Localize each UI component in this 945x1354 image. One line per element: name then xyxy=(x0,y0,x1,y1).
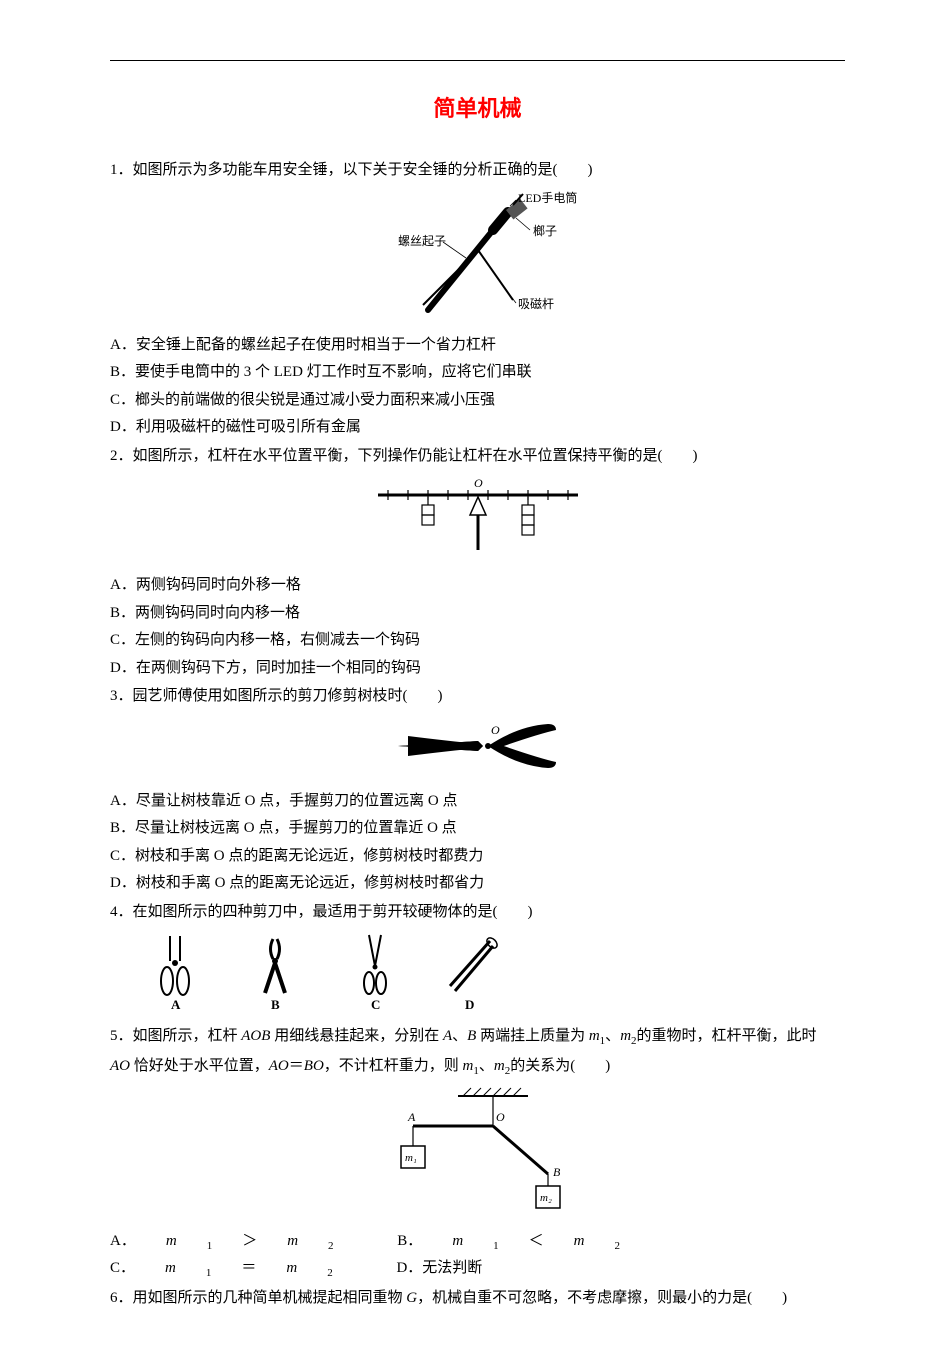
q3-stem: 3．园艺师傅使用如图所示的剪刀修剪树枝时( ) xyxy=(110,684,845,710)
q4-stem: 4．在如图所示的四种剪刀中，最适用于剪开较硬物体的是( ) xyxy=(110,900,845,926)
q2-optC: C．左侧的钩码向内移一格，右侧减去一个钩码 xyxy=(110,628,845,654)
q4-label-B: B xyxy=(271,997,280,1011)
q3-optD: D．树枝和手离 O 点的距离无论远近，修剪树枝时都省力 xyxy=(110,871,845,897)
q1-optC: C．榔头的前端做的很尖锐是通过减小受力面积来减小压强 xyxy=(110,388,845,414)
q5-fig-B: B xyxy=(553,1165,561,1179)
q1-optB: B．要使手电筒中的 3 个 LED 灯工作时互不影响，应将它们串联 xyxy=(110,360,845,386)
q5-optA: A．m1＞m2 xyxy=(110,1229,364,1256)
q5-optB: B．m1＜m2 xyxy=(397,1229,650,1256)
q3-figure: O xyxy=(110,716,845,781)
q3-optB: B．尽量让树枝远离 O 点，手握剪刀的位置靠近 O 点 xyxy=(110,816,845,842)
q1-optD: D．利用吸磁杆的磁性可吸引所有金属 xyxy=(110,415,845,441)
q2-optD: D．在两侧钩码下方，同时加挂一个相同的钩码 xyxy=(110,656,845,682)
q1-label-hammer: 榔子 xyxy=(533,224,557,238)
q5-stem-line2: AO 恰好处于水平位置，AO＝BO，不计杠杆重力，则 m1、m2的关系为( ) xyxy=(110,1054,845,1081)
q6-stem: 6．用如图所示的几种简单机械提起相同重物 G，机械自重不可忽略，不考虑摩擦，则最… xyxy=(110,1286,845,1312)
q3-optA: A．尽量让树枝靠近 O 点，手握剪刀的位置远离 O 点 xyxy=(110,789,845,815)
q4-label-D: D xyxy=(465,997,474,1011)
q1-label-magnet: 吸磁杆 xyxy=(518,296,554,311)
doc-title: 简单机械 xyxy=(110,91,845,123)
q1-figure: LED手电筒 螺丝起子 榔子 吸磁杆 xyxy=(110,190,845,325)
q2-stem: 2．如图所示，杠杆在水平位置平衡，下列操作仍能让杠杆在水平位置保持平衡的是( ) xyxy=(110,444,845,470)
q4-label-A: A xyxy=(171,997,181,1011)
q5-options: A．m1＞m2 B．m1＜m2 C．m1＝m2 D．无法判断 xyxy=(110,1229,845,1282)
q1-label-led: LED手电筒 xyxy=(518,190,577,205)
q5-fig-O: O xyxy=(496,1110,505,1124)
q2-label-O: O xyxy=(474,476,483,490)
q2-optA: A．两侧钩码同时向外移一格 xyxy=(110,573,845,599)
q5-stem-line1: 5．如图所示，杠杆 AOB 用细线悬挂起来，分别在 A、B 两端挂上质量为 m1… xyxy=(110,1024,845,1051)
q2-optB: B．两侧钩码同时向内移一格 xyxy=(110,601,845,627)
q5-optD: D．无法判断 xyxy=(396,1256,482,1282)
q1-optA: A．安全锤上配备的螺丝起子在使用时相当于一个省力杠杆 xyxy=(110,333,845,359)
q1-label-screw: 螺丝起子 xyxy=(398,234,446,248)
q4-label-C: C xyxy=(371,997,380,1011)
q3-optC: C．树枝和手离 O 点的距离无论远近，修剪树枝时都费力 xyxy=(110,844,845,870)
q5-figure: A O B m₁ m₂ xyxy=(110,1086,845,1221)
top-rule xyxy=(110,60,845,61)
page: 简单机械 1．如图所示为多功能车用安全锤，以下关于安全锤的分析正确的是( ) L… xyxy=(0,0,945,1354)
q5-fig-m1: m₁ xyxy=(405,1152,417,1164)
q3-label-O: O xyxy=(491,723,500,737)
q5-fig-m2: m₂ xyxy=(540,1192,552,1204)
q4-figure-row: A B C xyxy=(110,931,845,1016)
q2-figure: O xyxy=(110,475,845,565)
q5-fig-A: A xyxy=(407,1110,416,1124)
q1-stem: 1．如图所示为多功能车用安全锤，以下关于安全锤的分析正确的是( ) xyxy=(110,158,845,184)
q5-optC: C．m1＝m2 xyxy=(110,1256,363,1283)
